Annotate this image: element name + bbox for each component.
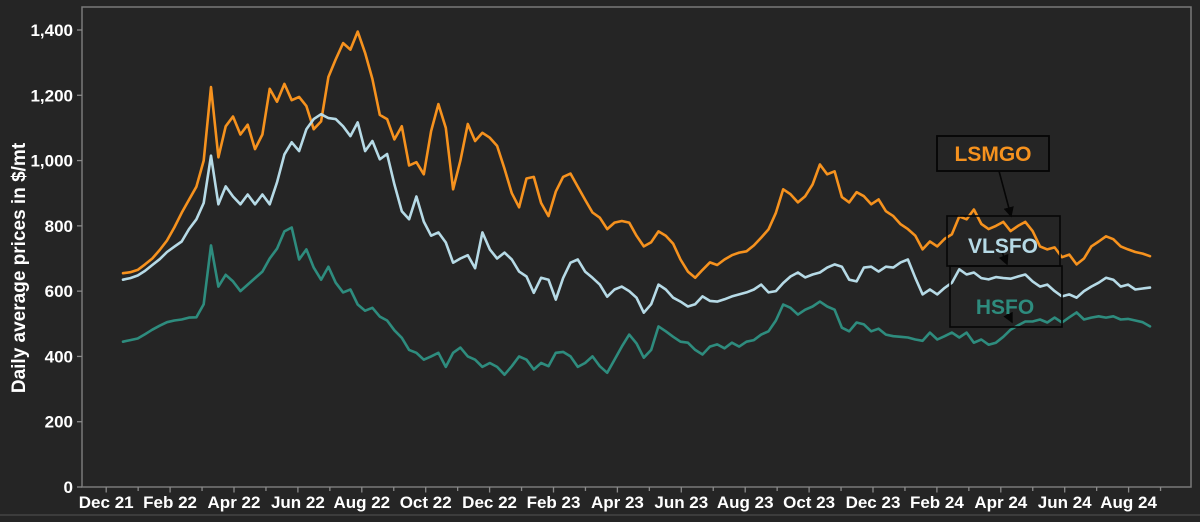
legend-lsmgo-box [936,135,1050,172]
x-tick-label: Jun 23 [654,493,708,512]
x-tick-label: Dec 21 [79,493,134,512]
x-tick-label: Apr 23 [591,493,644,512]
legend-hsfo-box [949,265,1063,328]
x-tick-label: Oct 23 [783,493,835,512]
x-tick-label: Oct 22 [400,493,452,512]
y-tick-label: 1,000 [30,152,73,171]
x-tick-label: Feb 24 [910,493,964,512]
series-line-vlsfo [121,112,1152,315]
y-tick-label: 1,200 [30,86,73,105]
y-tick-label: 400 [45,347,73,366]
series-line-lsmgo [121,30,1152,280]
y-tick-label: 600 [45,282,73,301]
x-tick-label: Dec 22 [462,493,517,512]
legend-hsfo-label: HSFO [976,296,1034,319]
y-axis-title: Daily average prices in $/mt [9,142,30,393]
x-tick-label: Apr 22 [208,493,261,512]
x-tick-label: Jun 22 [271,493,325,512]
legend-hsfo: HSFO [949,265,1063,328]
x-tick-label: Aug 24 [1100,493,1157,512]
plot-border [81,6,1192,488]
series-line-hsfo [121,226,1152,377]
y-tick-label: 800 [45,217,73,236]
x-tick-label: Dec 23 [846,493,901,512]
legend-vlsfo-arrow [998,251,1009,266]
x-tick-label: Jun 24 [1038,493,1092,512]
legend-vlsfo-label: VLSFO [968,235,1038,258]
legend-lsmgo-arrow [998,170,1014,218]
axes-layer: 0 200 400 600 800 1,000 1,200 1,400 Dec 21 Feb 22… [30,6,1192,512]
legend-hsfo-arrow [1003,309,1013,324]
y-tick-label: 0 [64,478,73,497]
legend-lsmgo: LSMGO [936,135,1050,218]
x-tick-label: Aug 22 [333,493,390,512]
legend-lsmgo-label: LSMGO [955,143,1032,166]
y-tick-label: 200 [45,413,73,432]
x-tick-label: Feb 23 [527,493,581,512]
series-layer [121,30,1152,377]
x-tick-label: Apr 24 [974,493,1027,512]
x-tick-label: Feb 22 [143,493,197,512]
x-tick-label: Aug 23 [717,493,774,512]
y-tick-label: 1,400 [30,21,73,40]
